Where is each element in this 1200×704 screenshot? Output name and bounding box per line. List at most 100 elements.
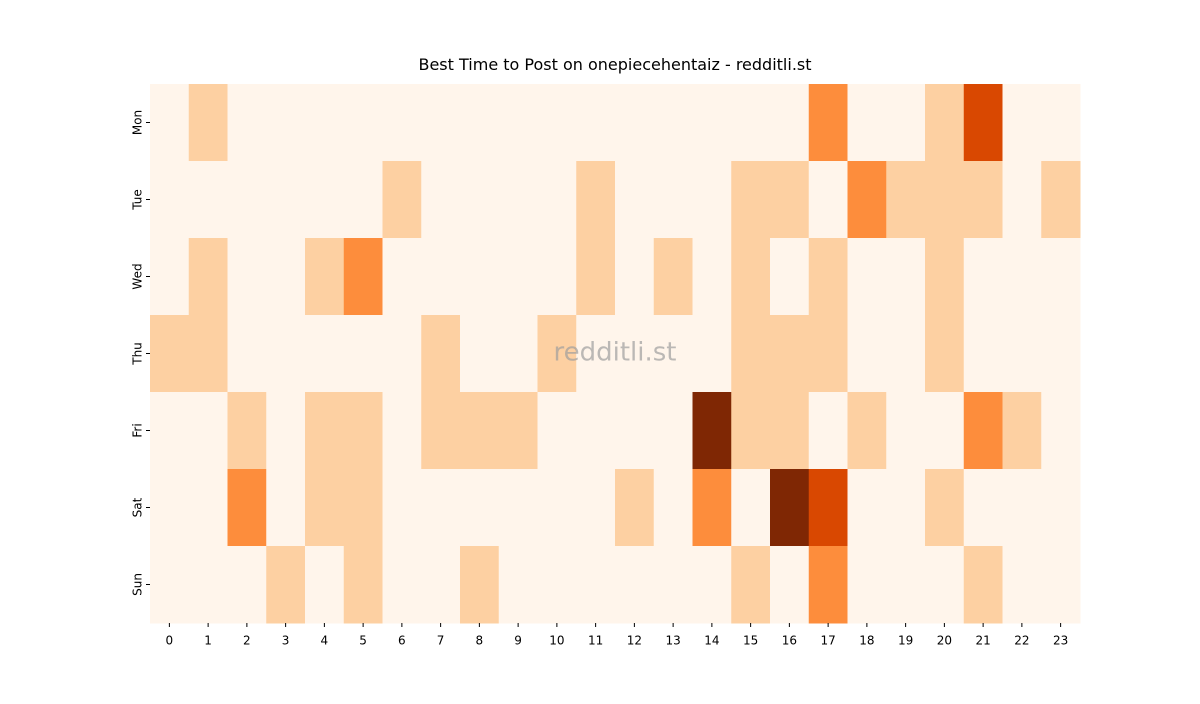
heat-cell bbox=[382, 84, 422, 162]
heat-cell bbox=[1002, 161, 1042, 239]
x-tick-label: 15 bbox=[743, 634, 758, 648]
heat-cell bbox=[460, 392, 500, 470]
heat-cell bbox=[963, 161, 1003, 239]
y-tick-label: Tue bbox=[131, 189, 145, 211]
heat-cell bbox=[382, 392, 422, 470]
heat-cell bbox=[847, 84, 887, 162]
heat-cell bbox=[886, 238, 926, 316]
x-tick-label: 0 bbox=[166, 634, 174, 648]
x-tick-label: 1 bbox=[204, 634, 212, 648]
heat-cell bbox=[498, 469, 538, 547]
heat-cell bbox=[1002, 469, 1042, 547]
heat-cell bbox=[188, 84, 228, 162]
heat-cell bbox=[925, 392, 965, 470]
heat-cell bbox=[847, 161, 887, 239]
x-tick-label: 3 bbox=[282, 634, 290, 648]
heat-cell bbox=[615, 84, 655, 162]
heat-cell bbox=[1041, 238, 1081, 316]
x-tick-label: 12 bbox=[627, 634, 642, 648]
x-tick-label: 11 bbox=[588, 634, 603, 648]
heat-cell bbox=[150, 546, 190, 624]
heat-cell bbox=[537, 84, 577, 162]
heat-cell bbox=[537, 546, 577, 624]
x-tick-label: 16 bbox=[782, 634, 797, 648]
heat-cell bbox=[615, 469, 655, 547]
y-tick-label: Mon bbox=[131, 110, 145, 135]
heat-cell bbox=[886, 161, 926, 239]
heat-cell bbox=[963, 238, 1003, 316]
heat-cell bbox=[692, 392, 732, 470]
heat-cell bbox=[770, 315, 810, 393]
heat-cell bbox=[305, 161, 345, 239]
heat-cell bbox=[847, 392, 887, 470]
heat-cell bbox=[150, 161, 190, 239]
heat-cell bbox=[460, 546, 500, 624]
heat-cell bbox=[460, 84, 500, 162]
heat-cell bbox=[615, 315, 655, 393]
heat-cell bbox=[266, 84, 306, 162]
heat-cell bbox=[886, 469, 926, 547]
heat-cell bbox=[770, 392, 810, 470]
heat-cell bbox=[421, 161, 461, 239]
heat-cell bbox=[498, 546, 538, 624]
x-tick-label: 14 bbox=[704, 634, 719, 648]
heat-cell bbox=[615, 392, 655, 470]
heat-cell bbox=[615, 546, 655, 624]
heat-cell bbox=[925, 315, 965, 393]
heat-cell bbox=[498, 238, 538, 316]
heat-cell bbox=[847, 469, 887, 547]
heat-cell bbox=[537, 238, 577, 316]
heat-cell bbox=[266, 161, 306, 239]
y-tick-label: Thu bbox=[131, 342, 145, 366]
heat-cell bbox=[847, 546, 887, 624]
heat-cell bbox=[266, 469, 306, 547]
heat-cell bbox=[576, 315, 616, 393]
heat-cell bbox=[692, 469, 732, 547]
heat-cell bbox=[227, 469, 267, 547]
x-tick-label: 6 bbox=[398, 634, 406, 648]
heat-cell bbox=[305, 84, 345, 162]
x-tick-label: 23 bbox=[1053, 634, 1068, 648]
heat-cell bbox=[925, 84, 965, 162]
y-tick-label: Sun bbox=[131, 573, 145, 596]
heat-cell bbox=[731, 392, 771, 470]
heat-cell bbox=[692, 238, 732, 316]
heat-cell bbox=[731, 84, 771, 162]
heat-cell bbox=[305, 392, 345, 470]
heat-cell bbox=[1002, 392, 1042, 470]
heat-cell bbox=[653, 546, 693, 624]
heat-cell bbox=[731, 238, 771, 316]
heat-cell bbox=[886, 392, 926, 470]
heat-cell bbox=[421, 84, 461, 162]
heat-cell bbox=[343, 392, 383, 470]
heat-cell bbox=[1041, 392, 1081, 470]
heat-cell bbox=[770, 84, 810, 162]
heat-cell bbox=[653, 392, 693, 470]
heat-cell bbox=[1041, 315, 1081, 393]
heat-cell bbox=[731, 546, 771, 624]
heat-cell bbox=[963, 84, 1003, 162]
heat-cell bbox=[1002, 546, 1042, 624]
heat-cell bbox=[692, 84, 732, 162]
heat-cell bbox=[731, 315, 771, 393]
heat-cell bbox=[770, 238, 810, 316]
heat-cell bbox=[421, 469, 461, 547]
heat-cell bbox=[808, 392, 848, 470]
heat-cell bbox=[188, 469, 228, 547]
heat-cell bbox=[692, 546, 732, 624]
heat-cell bbox=[460, 238, 500, 316]
heat-cell bbox=[188, 392, 228, 470]
heat-cell bbox=[382, 238, 422, 316]
heat-cell bbox=[150, 238, 190, 316]
x-tick-label: 2 bbox=[243, 634, 251, 648]
heat-cell bbox=[576, 238, 616, 316]
heat-cell bbox=[653, 315, 693, 393]
heat-cell bbox=[537, 161, 577, 239]
heat-cell bbox=[653, 84, 693, 162]
watermark: redditli.st bbox=[554, 338, 677, 368]
heat-cell bbox=[460, 469, 500, 547]
heat-cell bbox=[227, 315, 267, 393]
heat-cell bbox=[227, 238, 267, 316]
heat-cell bbox=[576, 84, 616, 162]
